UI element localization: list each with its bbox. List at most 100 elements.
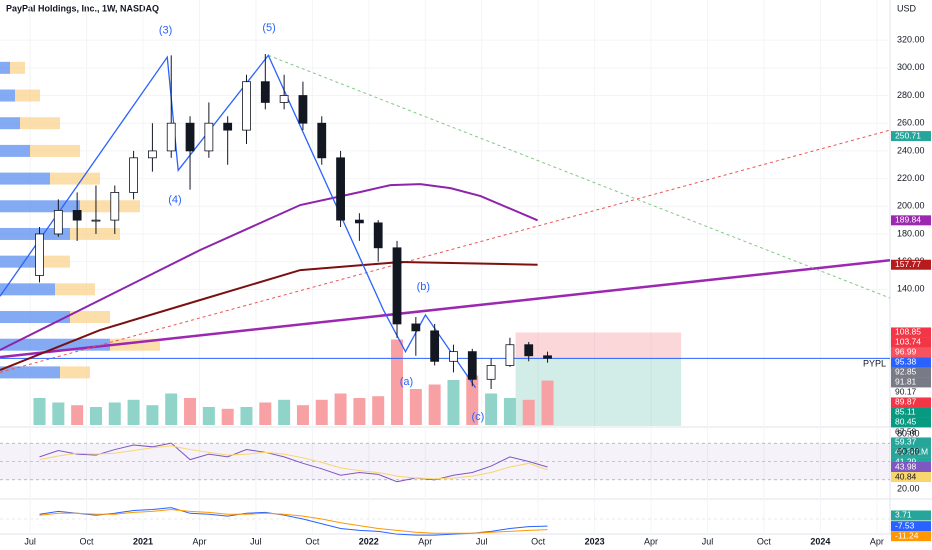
x-tick-label: Jul	[250, 536, 262, 546]
price-label: 41.29	[895, 457, 917, 467]
candle-body	[336, 157, 345, 221]
volume-bar	[391, 339, 404, 425]
x-tick-label: Apr	[192, 536, 206, 546]
volume-bar	[372, 396, 385, 425]
y-tick-label: 240.00	[897, 145, 925, 155]
volume-bar	[353, 398, 366, 425]
y-tick-label: 200.00	[897, 201, 925, 211]
wave-label: (4)	[168, 194, 181, 206]
price-label: 59.37	[895, 437, 917, 447]
profile-buy	[0, 366, 60, 379]
volume-bar	[334, 393, 347, 425]
price-label-bg	[891, 397, 931, 408]
candle-body	[486, 365, 496, 380]
candle-body	[204, 122, 214, 152]
wave-label: (a)	[400, 376, 413, 388]
rsi-value-label: 40.84	[895, 471, 917, 481]
rsi-value-label: 43.98	[895, 461, 917, 471]
x-tick-label: 2024	[810, 536, 830, 546]
candle-body	[279, 95, 289, 103]
x-tick-label: 2021	[133, 536, 153, 546]
volume-bar	[221, 408, 234, 425]
x-tick-label: Jul	[476, 536, 488, 546]
rsi-line	[39, 442, 548, 483]
wave-label: (3)	[159, 24, 172, 36]
wave-label: (c)	[472, 411, 485, 423]
y-tick-label: 140.00	[897, 284, 925, 294]
price-label: 96.99	[895, 347, 917, 357]
price-label: 67.58	[895, 427, 917, 437]
macd-value-label-bg	[891, 521, 931, 532]
candle-body	[223, 122, 233, 131]
candle-body	[373, 222, 383, 249]
trend-line	[0, 129, 891, 373]
price-label: 95.38	[895, 357, 917, 367]
candle-body	[148, 150, 157, 159]
profile-buy	[0, 144, 30, 157]
rsi-line	[39, 445, 548, 480]
wave-label: (b)	[417, 281, 430, 293]
macd-value-label: -11.24	[895, 530, 919, 540]
candle-body	[260, 81, 270, 103]
volume-bar	[522, 399, 535, 425]
y-tick-label: 80.00	[897, 428, 920, 438]
candle-body	[411, 323, 421, 332]
trend-line	[0, 259, 891, 359]
profile-buy	[0, 227, 70, 240]
price-label-bg	[891, 347, 931, 358]
candle-body	[242, 81, 251, 131]
volume-bar	[127, 399, 140, 425]
price-label: 157.77	[895, 259, 921, 269]
macd-value-label-bg	[891, 531, 931, 542]
profile-buy	[0, 89, 15, 102]
x-tick-label: Oct	[531, 536, 546, 546]
candle-body	[185, 122, 195, 152]
x-tick-label: Jul	[24, 536, 36, 546]
y-tick-label: 180.00	[897, 228, 925, 238]
position-risk	[515, 332, 682, 359]
profile-buy	[0, 311, 70, 324]
candle-body	[505, 344, 515, 366]
moving-average	[0, 261, 538, 371]
profile-sell	[20, 117, 60, 130]
price-label-bg	[891, 377, 931, 388]
x-tick-label: Oct	[757, 536, 772, 546]
candle-body	[449, 351, 458, 362]
price-label-bg	[891, 259, 931, 270]
volume-bar	[89, 407, 102, 425]
candle-body	[430, 330, 440, 362]
currency: USD	[897, 3, 917, 13]
y-tick-label: 280.00	[897, 90, 925, 100]
volume-bar	[240, 407, 253, 425]
symbol-label: PYPL	[863, 359, 886, 369]
profile-sell	[50, 172, 100, 185]
wave-label: (5)	[262, 22, 275, 34]
volume-bar	[485, 393, 498, 425]
position-reward	[515, 358, 682, 426]
profile-sell	[60, 366, 90, 379]
price-label-bg	[891, 357, 931, 368]
price-label-bg	[891, 407, 931, 418]
price-label: 49.341M	[895, 447, 928, 457]
candle-body	[91, 219, 101, 222]
price-label-bg	[891, 447, 931, 458]
profile-sell	[15, 89, 40, 102]
volume-bar	[428, 384, 441, 425]
y-tick-label: 220.00	[897, 173, 925, 183]
volume-bar	[146, 405, 159, 425]
x-tick-label: Oct	[80, 536, 95, 546]
price-label: 92.85	[895, 367, 917, 377]
price-label: 250.71	[895, 130, 921, 140]
price-label-bg	[891, 417, 931, 428]
profile-buy	[0, 172, 50, 185]
volume-bar	[71, 405, 84, 425]
profile-sell	[30, 144, 80, 157]
y-tick-label: 300.00	[897, 62, 925, 72]
volume-bar	[259, 402, 272, 425]
price-label-bg	[891, 327, 931, 338]
volume-bar	[165, 393, 178, 425]
profile-sell	[40, 255, 70, 268]
y-tick-label: 20.00	[897, 483, 920, 493]
x-tick-label: 2022	[359, 536, 379, 546]
